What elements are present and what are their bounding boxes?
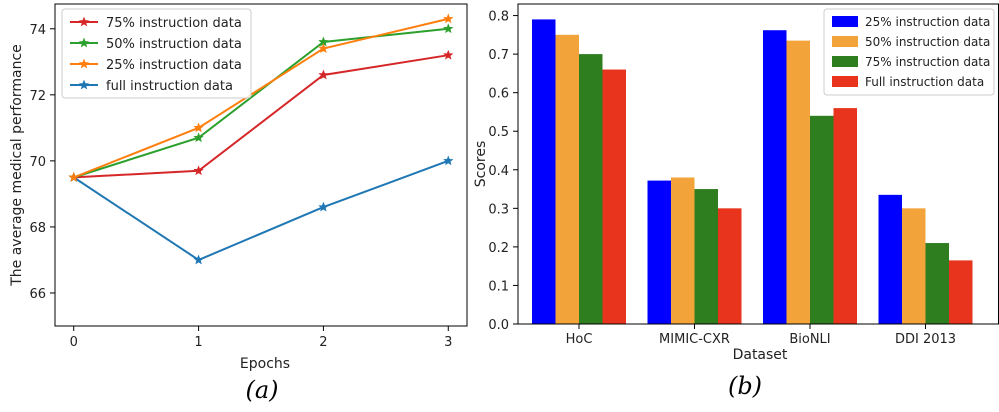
chart-b-bar: [763, 30, 787, 324]
chart-b-bar: [878, 194, 902, 324]
chart-b-bar: [555, 34, 579, 325]
chart-b: 0.0 0.1 0.2 0.3 0.4 0.5 0.6 0.7 0.8 HoC MIMIC-CXR B…: [473, 3, 999, 400]
chart-a-data-point: [318, 43, 329, 53]
chart-a-data-point: [193, 254, 204, 265]
chart-b-y-tick-label: 0.7: [488, 48, 509, 63]
chart-b-y-tick-label: 0.3: [488, 202, 509, 217]
chart-b-legend-label: 75% instruction data: [865, 55, 990, 69]
chart-b-y-tick-label: 0.4: [488, 164, 509, 179]
chart-b-x-tick-label: HoC: [566, 332, 593, 347]
chart-a-data-point: [443, 23, 454, 34]
chart-b-panel-label: (b): [728, 372, 762, 400]
chart-a-data-point: [318, 201, 329, 212]
chart-a-y-tick-label: 72: [29, 89, 46, 104]
chart-a-series-line: [73, 159, 449, 262]
chart-a-data-point: [193, 132, 204, 143]
chart-b-bar: [579, 54, 603, 325]
chart-b-y-tick-label: 0.2: [488, 241, 509, 256]
chart-a-y-axis-label: The average medical performance: [9, 44, 25, 287]
chart-b-bar: [786, 40, 810, 324]
chart-a-legend-marker: [78, 37, 90, 48]
chart-a-data-point: [443, 155, 454, 166]
chart-a-y-tick-label: 74: [29, 23, 46, 38]
chart-b-bar: [694, 189, 718, 324]
chart-b-bar: [902, 208, 926, 324]
chart-a-data-point: [443, 49, 454, 60]
chart-b-x-tick-label: BioNLI: [789, 332, 830, 347]
chart-a-plot-frame: [54, 3, 468, 327]
chart-a-y-tick-label: 68: [29, 221, 46, 236]
chart-a-legend-label: full instruction data: [106, 79, 233, 94]
chart-a-legend: [61, 8, 252, 99]
chart-a-legend-label: 50% instruction data: [106, 37, 242, 52]
chart-b-x-axis-label: Dataset: [733, 347, 788, 363]
chart-b-y-tick-label: 0.1: [488, 279, 509, 294]
chart-b-legend-swatch: [832, 36, 858, 47]
chart-b-bar: [810, 115, 834, 324]
chart-a-x-tick-label: 1: [194, 335, 202, 350]
chart-b-bar: [532, 19, 556, 324]
chart-a-legend-marker: [78, 58, 90, 69]
chart-b-legend-swatch: [832, 76, 858, 87]
chart-a-data-point: [193, 165, 204, 176]
chart-a-panel-label: (a): [245, 376, 278, 404]
chart-b-bar: [718, 208, 742, 324]
chart-b-y-tick-label: 0.5: [488, 125, 509, 140]
chart-a-data-point: [193, 122, 204, 133]
chart-a: 0 1 2 3 66 68 70 72 74 Epochs The average medical …: [9, 3, 468, 404]
chart-a-data-point: [318, 69, 329, 80]
chart-b-y-tick-label: 0.8: [488, 10, 509, 25]
chart-a-data-point: [68, 171, 79, 182]
chart-a-y-tick-label: 70: [29, 155, 46, 170]
chart-a-data-point: [443, 13, 454, 24]
chart-a-legend-label: 75% instruction data: [106, 16, 242, 31]
chart-a-series-line: [73, 27, 449, 179]
chart-a-x-tick-label: 2: [319, 335, 327, 350]
chart-b-legend-label: Full instruction data: [865, 75, 984, 89]
chart-a-legend-marker: [78, 79, 90, 90]
chart-b-legend-swatch: [832, 56, 858, 67]
chart-b-bar: [602, 69, 626, 324]
chart-b-y-tick-label: 0.0: [488, 318, 509, 333]
chart-a-x-axis-label: Epochs: [240, 356, 290, 372]
chart-b-bar: [949, 260, 973, 324]
chart-b-y-tick-label: 0.6: [488, 87, 509, 102]
chart-b-legend-label: 25% instruction data: [865, 15, 990, 29]
chart-a-x-tick-label: 3: [444, 335, 452, 350]
chart-b-x-tick-label: MIMIC-CXR: [659, 332, 730, 347]
chart-b-legend-swatch: [832, 16, 858, 27]
chart-a-x-tick-label: 0: [70, 335, 78, 350]
chart-b-bar: [671, 177, 695, 324]
chart-b-bar: [833, 108, 857, 324]
chart-b-bar: [647, 180, 671, 324]
chart-b-legend-label: 50% instruction data: [865, 35, 990, 49]
chart-a-y-tick-label: 66: [29, 287, 46, 302]
chart-a-legend-marker: [78, 16, 90, 27]
chart-b-bar: [925, 243, 949, 324]
chart-a-series-line: [73, 54, 449, 179]
chart-a-series-line: [73, 17, 449, 179]
chart-a-legend-label: 25% instruction data: [106, 58, 242, 73]
chart-b-legend: [823, 8, 995, 96]
chart-b-y-axis-label: Scores: [473, 141, 489, 188]
chart-b-x-tick-label: DDI 2013: [895, 332, 956, 347]
